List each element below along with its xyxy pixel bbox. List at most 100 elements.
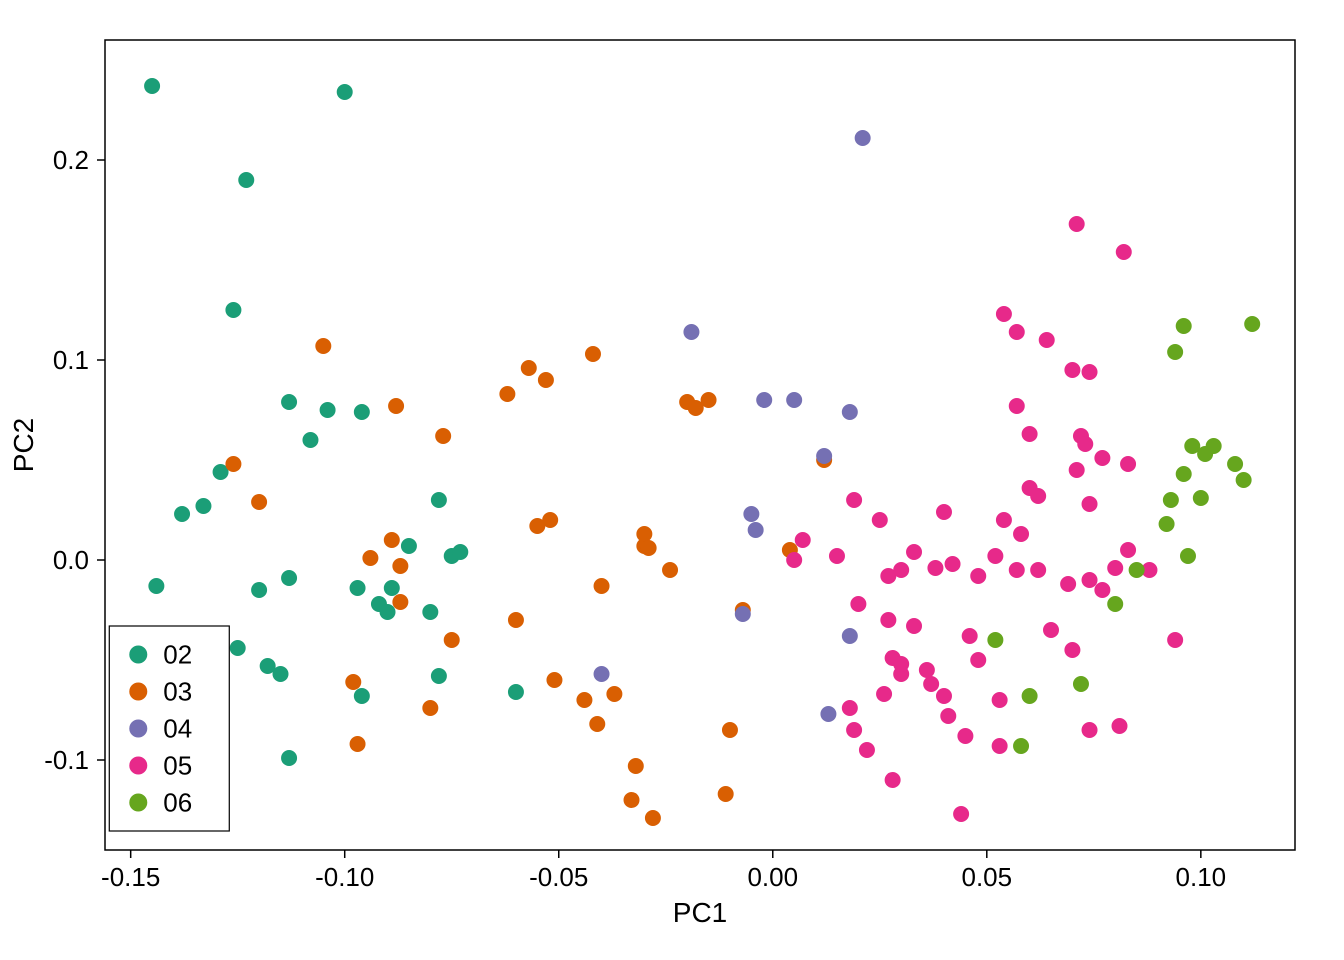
data-point xyxy=(1030,562,1046,578)
data-point xyxy=(829,548,845,564)
data-point xyxy=(636,526,652,542)
data-point xyxy=(996,306,1012,322)
x-tick-label: 0.05 xyxy=(961,862,1012,892)
data-point xyxy=(508,612,524,628)
data-point xyxy=(1184,438,1200,454)
data-point xyxy=(718,786,734,802)
data-point xyxy=(1077,436,1093,452)
data-point xyxy=(996,512,1012,528)
data-point xyxy=(1082,572,1098,588)
data-point xyxy=(542,512,558,528)
data-point xyxy=(735,606,751,622)
data-point xyxy=(722,722,738,738)
data-point xyxy=(538,372,554,388)
data-point xyxy=(380,604,396,620)
legend-marker xyxy=(129,757,147,775)
data-point xyxy=(1013,738,1029,754)
data-point xyxy=(846,492,862,508)
data-point xyxy=(1082,496,1098,512)
data-point xyxy=(594,666,610,682)
data-point xyxy=(1180,548,1196,564)
data-point xyxy=(1107,560,1123,576)
data-point xyxy=(350,736,366,752)
data-point xyxy=(354,404,370,420)
data-point xyxy=(354,688,370,704)
data-point xyxy=(431,492,447,508)
x-tick-label: 0.00 xyxy=(747,862,798,892)
y-tick-label: 0.0 xyxy=(53,545,89,575)
data-point xyxy=(876,686,892,702)
data-point xyxy=(585,346,601,362)
data-point xyxy=(1116,244,1132,260)
data-point xyxy=(641,540,657,556)
data-point xyxy=(992,692,1008,708)
data-point xyxy=(345,674,361,690)
data-point xyxy=(786,392,802,408)
data-point xyxy=(953,806,969,822)
data-point xyxy=(281,394,297,410)
data-point xyxy=(225,302,241,318)
data-point xyxy=(499,386,515,402)
data-point xyxy=(238,172,254,188)
data-point xyxy=(936,504,952,520)
data-point xyxy=(1064,642,1080,658)
data-point xyxy=(392,594,408,610)
data-point xyxy=(251,494,267,510)
legend-label: 04 xyxy=(163,714,192,744)
data-point xyxy=(1129,562,1145,578)
data-point xyxy=(624,792,640,808)
data-point xyxy=(850,596,866,612)
data-point xyxy=(384,580,400,596)
legend-label: 05 xyxy=(163,751,192,781)
legend-marker xyxy=(129,683,147,701)
data-point xyxy=(1009,562,1025,578)
data-point xyxy=(521,360,537,376)
data-point xyxy=(384,532,400,548)
data-point xyxy=(1073,676,1089,692)
data-point xyxy=(936,688,952,704)
data-point xyxy=(701,392,717,408)
y-tick-label: 0.2 xyxy=(53,145,89,175)
data-point xyxy=(362,550,378,566)
data-point xyxy=(880,612,896,628)
data-point xyxy=(662,562,678,578)
data-point xyxy=(1227,456,1243,472)
data-point xyxy=(872,512,888,528)
data-point xyxy=(1009,398,1025,414)
data-point xyxy=(546,672,562,688)
legend-marker xyxy=(129,720,147,738)
data-point xyxy=(846,722,862,738)
data-point xyxy=(940,708,956,724)
data-point xyxy=(444,632,460,648)
data-point xyxy=(992,738,1008,754)
data-point xyxy=(273,666,289,682)
data-point xyxy=(1176,318,1192,334)
data-point xyxy=(315,338,331,354)
legend-label: 03 xyxy=(163,677,192,707)
data-point xyxy=(1039,332,1055,348)
data-point xyxy=(957,728,973,744)
data-point xyxy=(422,700,438,716)
data-point xyxy=(795,532,811,548)
data-point xyxy=(594,578,610,594)
data-point xyxy=(1013,526,1029,542)
data-point xyxy=(1176,466,1192,482)
data-point xyxy=(987,632,1003,648)
data-point xyxy=(906,544,922,560)
data-point xyxy=(1094,582,1110,598)
data-point xyxy=(1107,596,1123,612)
data-point xyxy=(1236,472,1252,488)
data-point xyxy=(842,404,858,420)
data-point xyxy=(225,456,241,472)
data-point xyxy=(251,582,267,598)
data-point xyxy=(1022,688,1038,704)
data-point xyxy=(855,130,871,146)
data-point xyxy=(743,506,759,522)
data-point xyxy=(842,700,858,716)
data-point xyxy=(1094,450,1110,466)
data-point xyxy=(1082,722,1098,738)
data-point xyxy=(816,448,832,464)
data-point xyxy=(756,392,772,408)
data-point xyxy=(422,604,438,620)
x-tick-label: 0.10 xyxy=(1176,862,1227,892)
